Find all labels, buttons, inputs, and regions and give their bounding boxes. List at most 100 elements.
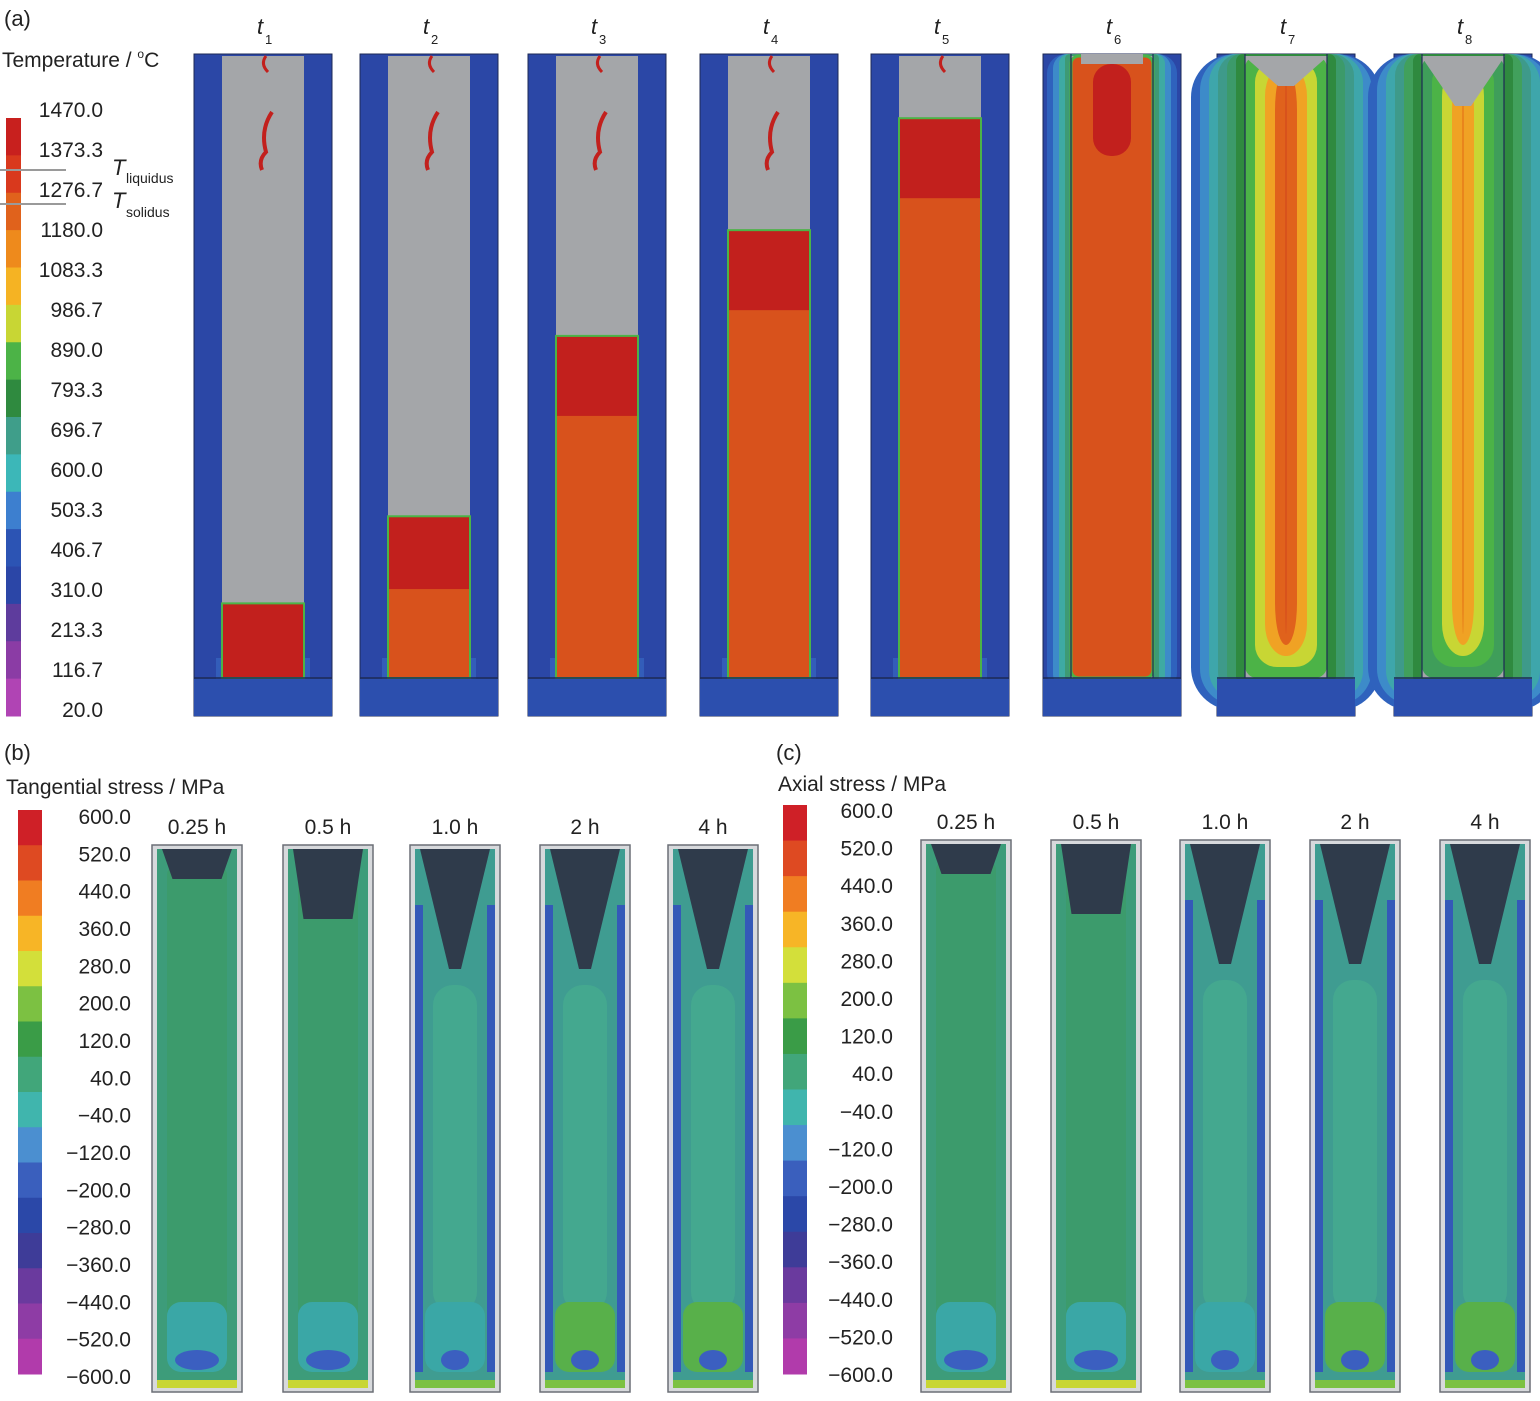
time-step-label: t bbox=[591, 14, 598, 39]
legend-swatch bbox=[18, 845, 42, 881]
base-plate bbox=[528, 679, 666, 716]
pour-stream bbox=[258, 110, 274, 171]
shrinkage-cone bbox=[931, 844, 1001, 874]
liquidus-label: T liquidus bbox=[0, 155, 173, 186]
legend-swatch bbox=[783, 1053, 807, 1090]
pour-stream bbox=[938, 55, 947, 74]
panel-a-letter: (a) bbox=[4, 6, 31, 31]
bottom-compressive-spot bbox=[306, 1350, 350, 1370]
bottom-edge-band bbox=[1185, 1380, 1265, 1388]
svg-text:solidus: solidus bbox=[126, 204, 170, 220]
legend-tick-label: −440.0 bbox=[66, 1291, 131, 1314]
legend-tick-label: 40.0 bbox=[852, 1063, 893, 1086]
compressive-edge bbox=[1257, 900, 1265, 1372]
legend-tick-label: 200.0 bbox=[78, 993, 131, 1016]
stress-mold-2: 0.5 h bbox=[1050, 811, 1142, 1393]
stress-mold-5: 4 h bbox=[667, 816, 759, 1393]
compressive-edge bbox=[1387, 900, 1395, 1372]
legend-swatch bbox=[783, 947, 807, 984]
legend-swatch bbox=[6, 603, 21, 642]
pour-stream bbox=[764, 110, 780, 171]
legend-swatch bbox=[6, 454, 21, 493]
time-step-label: t bbox=[1280, 14, 1287, 39]
legend-swatch bbox=[18, 986, 42, 1022]
stress-mold-4: 2 h bbox=[1309, 811, 1401, 1393]
pour-stream bbox=[261, 55, 270, 74]
legend-swatch bbox=[18, 1268, 42, 1304]
time-step-label: t bbox=[934, 14, 941, 39]
stress-core bbox=[1203, 980, 1247, 1312]
bottom-stress-zone bbox=[425, 1302, 485, 1372]
stress-core bbox=[433, 985, 477, 1312]
time-label: 1.0 h bbox=[432, 816, 479, 839]
legend-tick-label: −120.0 bbox=[828, 1138, 893, 1161]
stress-core bbox=[298, 865, 358, 1332]
bottom-compressive-spot bbox=[175, 1350, 219, 1370]
legend-tick-label: 440.0 bbox=[78, 881, 131, 904]
legend-swatch bbox=[18, 880, 42, 917]
time-label: 0.5 h bbox=[305, 816, 352, 839]
bottom-edge-band bbox=[926, 1380, 1006, 1388]
legend-tick-label: 120.0 bbox=[78, 1030, 131, 1053]
legend-tick-label: 503.3 bbox=[50, 499, 103, 522]
legend-swatch bbox=[783, 876, 807, 913]
bottom-edge-band bbox=[1315, 1380, 1395, 1388]
pour-stream bbox=[427, 55, 436, 74]
time-step-subscript: 2 bbox=[431, 32, 438, 47]
stress-core bbox=[1066, 860, 1126, 1332]
cavity-shrinkage bbox=[1081, 54, 1143, 64]
compressive-edge bbox=[1315, 900, 1323, 1372]
legend-swatch bbox=[6, 118, 21, 156]
legend-tick-label: −280.0 bbox=[828, 1214, 893, 1237]
legend-swatch bbox=[783, 1160, 807, 1197]
legend-swatch bbox=[783, 911, 807, 948]
stress-core bbox=[167, 865, 227, 1332]
stress-core bbox=[691, 985, 735, 1312]
svg-text:liquidus: liquidus bbox=[126, 170, 173, 186]
base-plate bbox=[360, 679, 498, 716]
shrinkage-cone bbox=[1421, 56, 1505, 106]
svg-text:T: T bbox=[112, 155, 127, 180]
legend-swatch bbox=[783, 1196, 807, 1233]
legend-swatch bbox=[783, 1125, 807, 1162]
mold-7: t7 bbox=[1191, 14, 1381, 717]
legend-swatch bbox=[18, 1021, 42, 1058]
cavity-empty bbox=[222, 56, 304, 678]
bottom-edge-band bbox=[288, 1380, 368, 1388]
bottom-edge-band bbox=[415, 1380, 495, 1388]
legend-swatch bbox=[18, 1303, 42, 1340]
cavity-liquid bbox=[1093, 64, 1131, 156]
legend-tick-label: 600.0 bbox=[840, 800, 893, 823]
cavity-liquid bbox=[728, 230, 810, 311]
legend-swatch bbox=[6, 379, 21, 418]
legend-tick-label: 213.3 bbox=[50, 619, 103, 642]
legend-swatch bbox=[783, 840, 807, 877]
base-plate bbox=[1394, 679, 1532, 716]
mold-8: t8 bbox=[1368, 14, 1540, 717]
legend-swatch bbox=[6, 230, 21, 268]
panel-b-legend-title: Tangential stress / MPa bbox=[6, 776, 225, 799]
legend-tick-label: 280.0 bbox=[840, 950, 893, 973]
bottom-compressive-spot bbox=[571, 1350, 599, 1370]
panel-c-legend-title: Axial stress / MPa bbox=[778, 773, 946, 796]
legend-tick-label: −280.0 bbox=[66, 1217, 131, 1240]
base-plate bbox=[871, 679, 1009, 716]
time-step-label: t bbox=[1106, 14, 1113, 39]
legend-tick-label: 360.0 bbox=[840, 913, 893, 936]
bottom-edge-band bbox=[157, 1380, 237, 1388]
legend-tick-label: −40.0 bbox=[840, 1101, 893, 1124]
legend-tick-label: 1373.3 bbox=[39, 139, 103, 162]
legend-tick-label: −440.0 bbox=[828, 1289, 893, 1312]
legend-tick-label: 120.0 bbox=[840, 1026, 893, 1049]
pour-stream bbox=[595, 55, 604, 74]
compressive-edge bbox=[673, 905, 681, 1372]
stress-mold-3: 1.0 h bbox=[1179, 811, 1271, 1393]
time-label: 4 h bbox=[698, 816, 727, 839]
time-label: 0.25 h bbox=[937, 811, 995, 834]
time-label: 0.5 h bbox=[1073, 811, 1120, 834]
legend-tick-label: −600.0 bbox=[66, 1366, 131, 1389]
legend-swatch bbox=[783, 1338, 807, 1375]
mold-6: t6 bbox=[1042, 14, 1182, 717]
legend-swatch bbox=[6, 304, 21, 343]
legend-tick-label: 986.7 bbox=[50, 299, 103, 322]
